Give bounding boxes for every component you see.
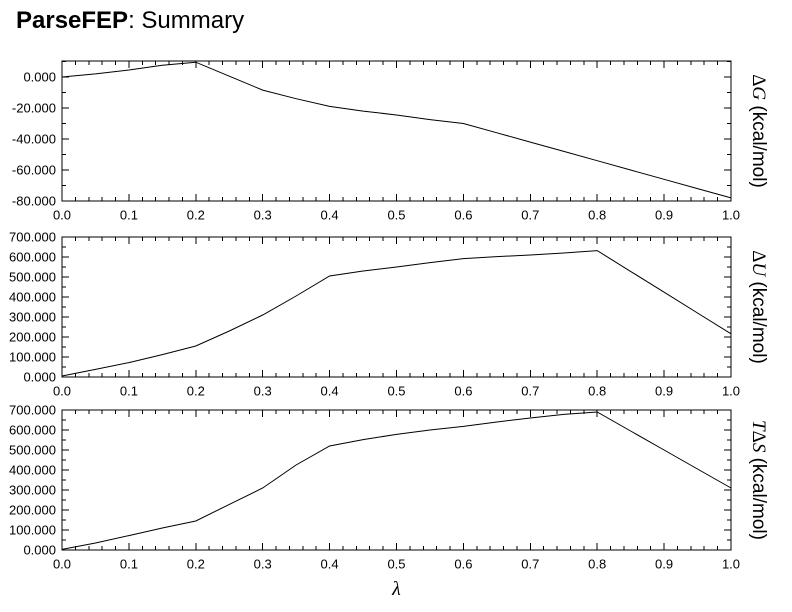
- delta-u-ytick-label: 500.000: [9, 270, 56, 285]
- delta-u-xtick-label: 0.7: [521, 384, 539, 399]
- delta-u-xtick-label: 0.0: [53, 384, 71, 399]
- delta-u-ytick-label: 100.000: [9, 350, 56, 365]
- t-delta-s-ytick-label: 500.000: [9, 443, 56, 458]
- delta-u-xtick-label: 0.1: [120, 384, 138, 399]
- page-title: ParseFEP: Summary: [16, 7, 244, 35]
- t-delta-s-ytick-label: 200.000: [9, 503, 56, 518]
- delta-u-xtick-label: 0.3: [254, 384, 272, 399]
- delta-u-axes: [61, 236, 732, 378]
- t-delta-s-xtick-label: 0.5: [387, 557, 405, 572]
- delta-u-ytick-label: 600.000: [9, 250, 56, 265]
- x-axis-title-lambda: λ: [391, 578, 401, 600]
- t-delta-s-axis-title: TΔS (kcal/mol): [748, 420, 769, 540]
- delta-g-xtick-label: 0.0: [53, 208, 71, 223]
- t-delta-s-xtick-label: 0.4: [321, 557, 339, 572]
- delta-g-xtick-label: 0.8: [588, 208, 606, 223]
- delta-u-ytick-label: 400.000: [9, 290, 56, 305]
- t-delta-s-axes: [61, 409, 732, 551]
- t-delta-s-xtick-label: 0.1: [120, 557, 138, 572]
- delta-u-xtick-label: 0.5: [387, 384, 405, 399]
- delta-g-xtick-label: 0.4: [321, 208, 339, 223]
- delta-g-xtick-label: 0.6: [454, 208, 472, 223]
- delta-g-xtick-label: 0.2: [187, 208, 205, 223]
- page-title-app: ParseFEP: [16, 7, 129, 34]
- delta-g-xtick-label: 0.7: [521, 208, 539, 223]
- delta-g-axes: [61, 60, 732, 202]
- delta-u-xtick-label: 0.9: [655, 384, 673, 399]
- t-delta-s-xtick-label: 1.0: [722, 557, 740, 572]
- delta-u-ytick-label: 200.000: [9, 330, 56, 345]
- delta-g-ytick-label: 0.000: [23, 69, 56, 84]
- delta-u-xtick-label: 0.2: [187, 384, 205, 399]
- delta-g-xtick-label: 0.3: [254, 208, 272, 223]
- delta-g-xtick-label: 0.5: [387, 208, 405, 223]
- delta-u-xtick-label: 1.0: [722, 384, 740, 399]
- delta-g-axis-title: ΔG (kcal/mol): [748, 74, 769, 188]
- delta-u-xtick-label: 0.4: [321, 384, 339, 399]
- delta-g-ytick-label: -20.000: [12, 100, 56, 115]
- delta-u-axis-title: ΔU (kcal/mol): [748, 250, 769, 364]
- t-delta-s-xtick-label: 0.3: [254, 557, 272, 572]
- t-delta-s-xtick-label: 0.7: [521, 557, 539, 572]
- t-delta-s-xtick-label: 0.0: [53, 557, 71, 572]
- delta-u-plot-border: [61, 236, 732, 378]
- t-delta-s-xtick-label: 0.8: [588, 557, 606, 572]
- delta-u-ytick-label: 700.000: [9, 230, 56, 245]
- delta-u-ytick-label: 0.000: [23, 370, 56, 385]
- page-title-suffix: : Summary: [128, 7, 245, 34]
- delta-u-ytick-label: 300.000: [9, 310, 56, 325]
- delta-g-plot-border: [61, 60, 732, 202]
- delta-u-curve: [61, 250, 732, 377]
- t-delta-s-chart: 0.000 100.000 200.000 300.000 400.000 500.000…: [9, 403, 769, 601]
- t-delta-s-ytick-label: 400.000: [9, 463, 56, 478]
- t-delta-s-ytick-label: 100.000: [9, 523, 56, 538]
- t-delta-s-xtick-label: 0.6: [454, 557, 472, 572]
- delta-g-ytick-label: -40.000: [12, 131, 56, 146]
- t-delta-s-ytick-label: 700.000: [9, 403, 56, 418]
- t-delta-s-ytick-label: 300.000: [9, 483, 56, 498]
- delta-u-xtick-label: 0.6: [454, 384, 472, 399]
- delta-u-chart: 0.000 100.000 200.000 300.000 400.000 500.000…: [9, 230, 769, 399]
- delta-g-xtick-label: 0.1: [120, 208, 138, 223]
- t-delta-s-xtick-label: 0.2: [187, 557, 205, 572]
- t-delta-s-curve: [61, 411, 732, 550]
- delta-g-curve: [61, 61, 732, 199]
- t-delta-s-ytick-label: 600.000: [9, 423, 56, 438]
- delta-g-ytick-label: -60.000: [12, 162, 56, 177]
- t-delta-s-xtick-label: 0.9: [655, 557, 673, 572]
- delta-g-xtick-label: 1.0: [722, 208, 740, 223]
- delta-g-xtick-label: 0.9: [655, 208, 673, 223]
- t-delta-s-ytick-label: 0.000: [23, 543, 56, 558]
- delta-u-xtick-label: 0.8: [588, 384, 606, 399]
- delta-g-ytick-label: -80.000: [12, 194, 56, 209]
